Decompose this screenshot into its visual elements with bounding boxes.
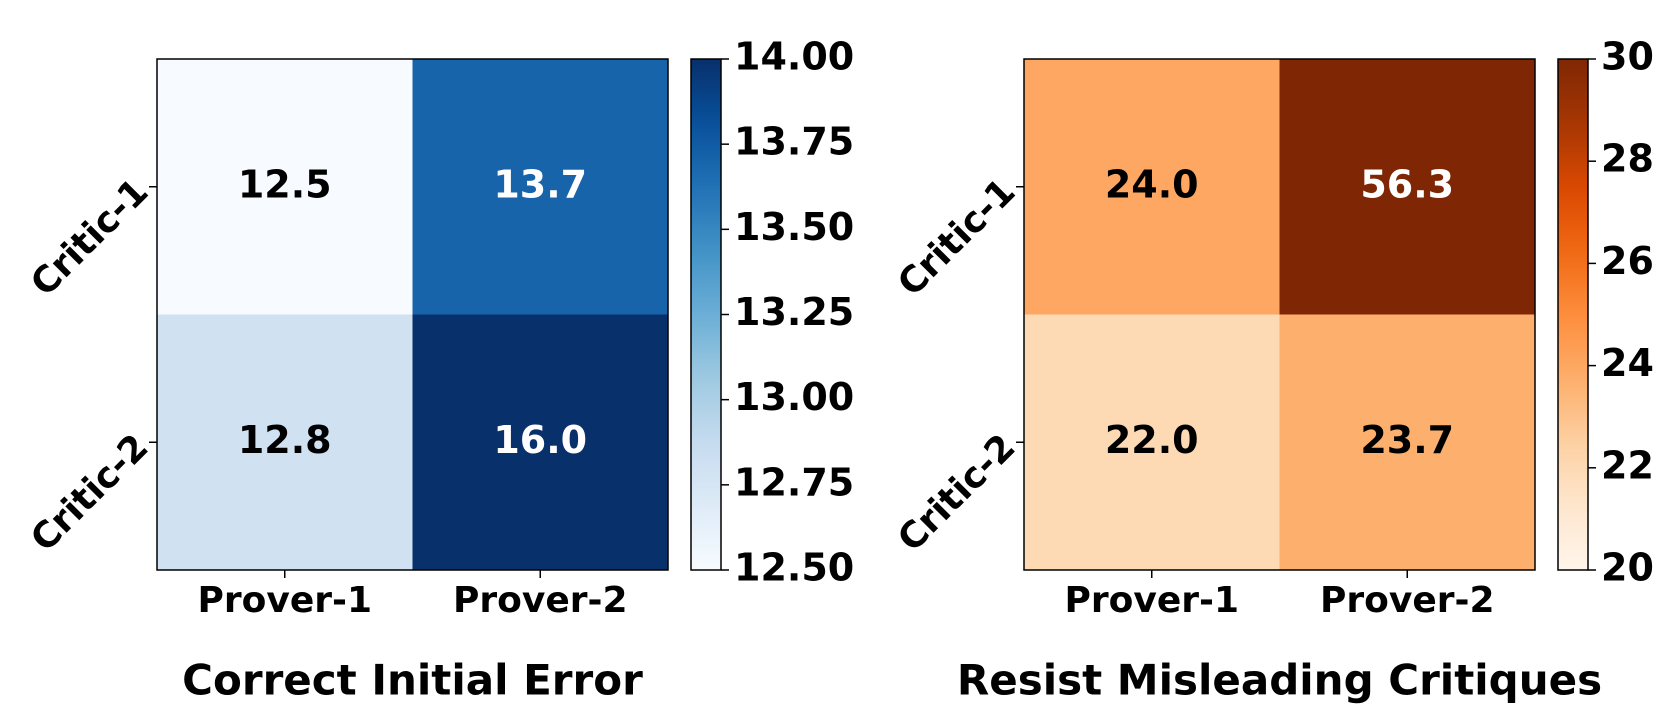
- cell-label: 56.3: [1360, 162, 1454, 206]
- colorbar-tick-label: 13.25: [734, 290, 854, 334]
- colorbar-tick-label: 14.00: [734, 35, 854, 79]
- cell-label: 23.7: [1360, 418, 1454, 462]
- heatmap-cell: [1279, 59, 1536, 315]
- cell-label: 24.0: [1105, 162, 1199, 206]
- cell-label: 22.0: [1105, 418, 1199, 462]
- heatmap-cell: [1024, 314, 1280, 571]
- heatmap-cell: [157, 314, 413, 571]
- colorbar-tick-label: 20: [1601, 546, 1654, 590]
- y-tick-label: Critic-1: [23, 171, 156, 304]
- chart-title: Correct Initial Error: [182, 656, 643, 705]
- colorbar: [1557, 58, 1589, 571]
- y-tick-label: Critic-2: [890, 427, 1023, 560]
- heatmap-cell: [1024, 59, 1280, 315]
- x-tick-label: Prover-1: [198, 580, 373, 621]
- y-tick-label: Critic-2: [23, 427, 156, 560]
- cell-label: 16.0: [493, 418, 587, 462]
- heatmap-cell: [412, 59, 669, 315]
- colorbar-tick-label: 28: [1601, 137, 1654, 181]
- colorbar-tick-label: 13.00: [734, 375, 854, 419]
- y-tick-label: Critic-1: [890, 171, 1023, 304]
- colorbar-tick-label: 12.75: [734, 460, 854, 504]
- heatmap-cell: [1279, 314, 1536, 571]
- chart-title: Resist Misleading Critiques: [957, 656, 1602, 705]
- heatmap-cell: [412, 314, 669, 571]
- cell-label: 12.8: [238, 418, 332, 462]
- x-tick-label: Prover-1: [1065, 580, 1240, 621]
- heatmap-cell: [157, 59, 413, 315]
- colorbar-tick-label: 22: [1601, 443, 1654, 487]
- x-tick-label: Prover-2: [1320, 580, 1495, 621]
- colorbar-tick-label: 13.75: [734, 120, 854, 164]
- colorbar-tick-label: 24: [1601, 341, 1654, 385]
- colorbar-tick-label: 30: [1601, 35, 1654, 79]
- cell-label: 13.7: [493, 162, 587, 206]
- colorbar-tick-label: 26: [1601, 239, 1654, 283]
- plot-frame: [1023, 58, 1536, 571]
- colorbar: [690, 58, 722, 571]
- cell-label: 12.5: [238, 162, 332, 206]
- colorbar-tick-label: 12.50: [734, 546, 854, 590]
- x-tick-label: Prover-2: [453, 580, 628, 621]
- colorbar-tick-label: 13.50: [734, 205, 854, 249]
- plot-frame: [156, 58, 669, 571]
